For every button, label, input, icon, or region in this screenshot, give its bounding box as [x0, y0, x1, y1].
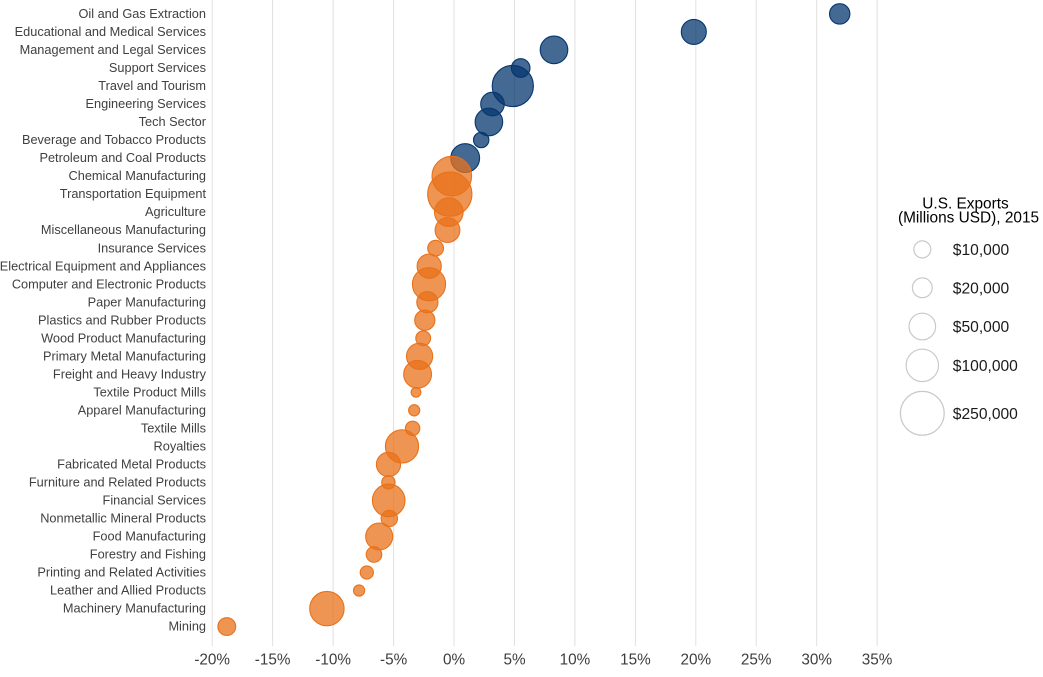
svg-text:Agriculture: Agriculture [145, 204, 206, 219]
svg-text:Machinery Manufacturing: Machinery Manufacturing [63, 601, 206, 616]
svg-text:5%: 5% [503, 652, 526, 669]
svg-text:Primary Metal Manufacturing: Primary Metal Manufacturing [43, 348, 206, 363]
svg-text:Freight and Heavy Industry: Freight and Heavy Industry [53, 366, 207, 381]
svg-text:Tech Sector: Tech Sector [139, 114, 207, 129]
svg-text:U.S. Exports: U.S. Exports [922, 196, 1009, 213]
svg-text:Wood Product Manufacturing: Wood Product Manufacturing [41, 330, 206, 345]
svg-text:Travel and Tourism: Travel and Tourism [98, 78, 206, 93]
svg-text:$100,000: $100,000 [953, 358, 1018, 375]
svg-text:$20,000: $20,000 [953, 281, 1010, 298]
svg-text:Beverage and Tobacco Products: Beverage and Tobacco Products [22, 132, 206, 147]
svg-text:$50,000: $50,000 [953, 319, 1010, 336]
svg-text:25%: 25% [741, 652, 772, 669]
svg-text:Oil and Gas Extraction: Oil and Gas Extraction [78, 6, 206, 21]
svg-text:Miscellaneous Manufacturing: Miscellaneous Manufacturing [41, 222, 206, 237]
svg-text:Computer and Electronic Produc: Computer and Electronic Products [12, 276, 206, 291]
svg-text:Electrical Equipment and Appli: Electrical Equipment and Appliances [0, 258, 206, 273]
svg-text:Financial Services: Financial Services [103, 493, 206, 508]
svg-text:Apparel Manufacturing: Apparel Manufacturing [78, 402, 206, 417]
svg-text:Chemical Manufacturing: Chemical Manufacturing [69, 168, 206, 183]
svg-text:Forestry and Fishing: Forestry and Fishing [90, 547, 206, 562]
svg-text:-20%: -20% [194, 652, 230, 669]
svg-text:Textile Mills: Textile Mills [141, 421, 206, 436]
svg-text:-10%: -10% [315, 652, 351, 669]
svg-text:-5%: -5% [380, 652, 408, 669]
svg-text:Printing and Related Activitie: Printing and Related Activities [37, 565, 206, 580]
svg-text:30%: 30% [801, 652, 832, 669]
svg-text:Furniture and Related Products: Furniture and Related Products [29, 475, 206, 490]
svg-text:Leather and Allied Products: Leather and Allied Products [50, 583, 206, 598]
svg-text:$250,000: $250,000 [953, 406, 1018, 423]
svg-text:Support Services: Support Services [109, 60, 206, 75]
svg-text:(Millions USD), 2015: (Millions USD), 2015 [898, 210, 1039, 227]
svg-text:Mining: Mining [168, 619, 206, 634]
svg-text:Educational and Medical Servic: Educational and Medical Services [15, 24, 206, 39]
svg-text:Paper Manufacturing: Paper Manufacturing [88, 294, 206, 309]
svg-text:Management and Legal Services: Management and Legal Services [20, 42, 206, 57]
svg-text:Transportation Equipment: Transportation Equipment [60, 186, 207, 201]
svg-text:-15%: -15% [255, 652, 291, 669]
svg-text:Royalties: Royalties [154, 439, 206, 454]
svg-text:0%: 0% [443, 652, 466, 669]
svg-text:Plastics and Rubber Products: Plastics and Rubber Products [38, 312, 206, 327]
svg-text:Petroleum and Coal Products: Petroleum and Coal Products [39, 150, 206, 165]
svg-text:35%: 35% [862, 652, 893, 669]
svg-text:Nonmetallic Mineral Products: Nonmetallic Mineral Products [40, 511, 206, 526]
svg-text:20%: 20% [680, 652, 711, 669]
svg-text:15%: 15% [620, 652, 651, 669]
svg-text:Textile Product Mills: Textile Product Mills [93, 384, 206, 399]
svg-text:$10,000: $10,000 [953, 242, 1010, 259]
svg-text:10%: 10% [560, 652, 591, 669]
svg-text:Insurance Services: Insurance Services [98, 240, 206, 255]
svg-text:Food Manufacturing: Food Manufacturing [93, 529, 206, 544]
svg-text:Fabricated Metal Products: Fabricated Metal Products [57, 457, 206, 472]
svg-text:Engineering Services: Engineering Services [86, 96, 206, 111]
